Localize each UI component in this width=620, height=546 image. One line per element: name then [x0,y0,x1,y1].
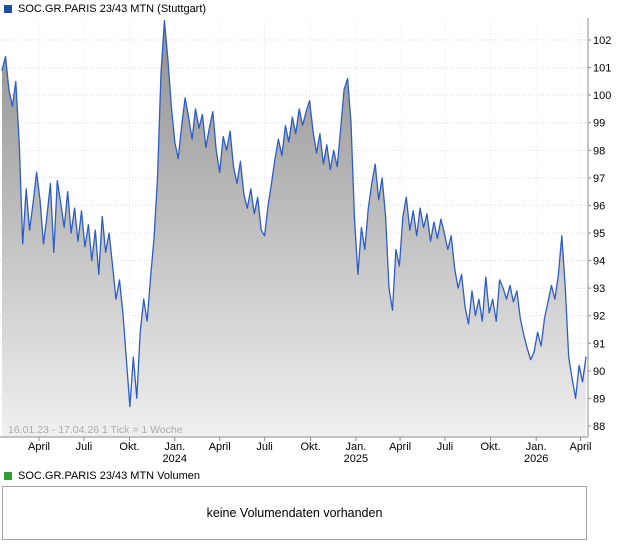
svg-text:April: April [28,441,50,453]
svg-text:April: April [389,441,411,453]
svg-text:Okt.: Okt. [481,441,501,453]
price-series-marker-icon [4,5,12,13]
svg-text:102: 102 [593,35,611,47]
svg-text:Okt.: Okt. [301,441,321,453]
svg-text:April: April [569,441,591,453]
volume-title: SOC.GR.PARIS 23/43 MTN Volumen [18,470,200,482]
svg-text:98: 98 [593,145,605,157]
svg-text:90: 90 [593,366,605,378]
svg-text:96: 96 [593,200,605,212]
price-area [2,20,586,437]
svg-text:Juli: Juli [437,441,454,453]
svg-text:97: 97 [593,173,605,185]
svg-text:101: 101 [593,63,611,75]
y-axis-labels: 88 89 90 91 92 93 94 95 96 97 98 99 100 101 102 [593,35,611,433]
price-chart-svg[interactable]: ‹888990919293949596979899100101102AprilJ… [0,16,620,468]
volume-empty-box: keine Volumendaten vorhanden [2,486,587,540]
svg-text:April: April [209,441,231,453]
svg-text:Jan.: Jan. [346,441,367,453]
svg-text:Juli: Juli [256,441,273,453]
svg-text:Jan.: Jan. [164,441,185,453]
svg-text:89: 89 [593,393,605,405]
price-line [1,20,587,408]
volume-header: SOC.GR.PARIS 23/43 MTN Volumen [4,470,200,482]
svg-text:99: 99 [593,118,605,130]
svg-text:91: 91 [593,338,605,350]
volume-empty-message: keine Volumendaten vorhanden [206,506,383,520]
volume-series-marker-icon [4,472,12,480]
svg-text:100: 100 [593,90,611,102]
svg-text:Juli: Juli [76,441,93,453]
price-chart-header: SOC.GR.PARIS 23/43 MTN (Stuttgart) [4,3,206,15]
svg-text:Jan.: Jan. [526,441,547,453]
svg-text:88: 88 [593,421,605,433]
svg-text:92: 92 [593,311,605,323]
svg-text:93: 93 [593,283,605,295]
period-label: 16.01.23 - 17.04.26 1 Tick = 1 Woche [8,424,183,436]
svg-text:Okt.: Okt. [119,441,139,453]
axis-ticks [38,39,591,441]
svg-text:95: 95 [593,228,605,240]
svg-text:2024: 2024 [163,453,187,465]
price-chart-title: SOC.GR.PARIS 23/43 MTN (Stuttgart) [18,3,207,15]
svg-text:94: 94 [593,256,605,268]
svg-text:2025: 2025 [344,453,368,465]
svg-text:2026: 2026 [524,453,548,465]
